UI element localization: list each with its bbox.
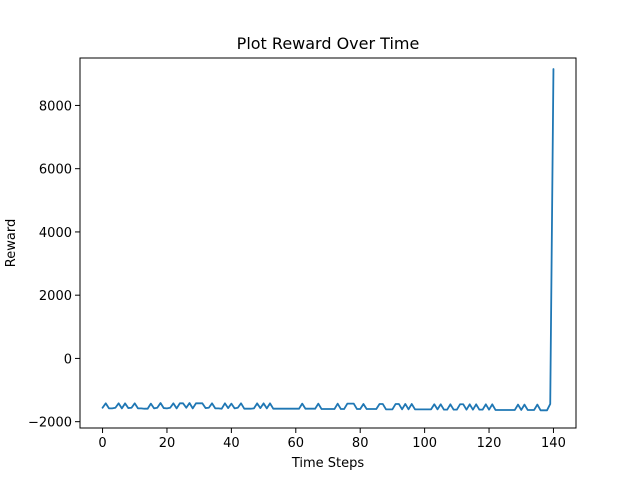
x-tick-label: 20 [159, 436, 176, 451]
y-tick-label: 4000 [39, 226, 72, 241]
x-axis: 0 20 40 60 80 100 120 140 [98, 428, 566, 451]
series-layer [101, 68, 555, 412]
x-tick-label: 80 [352, 436, 369, 451]
x-tick-label: 100 [412, 436, 437, 451]
y-axis-label: Reward [4, 219, 19, 267]
y-tick-label: 8000 [39, 99, 72, 114]
y-tick-label: 0 [64, 352, 72, 367]
x-tick-label: 120 [477, 436, 502, 451]
series-line-0 [101, 68, 555, 412]
x-axis-label: Time Steps [291, 456, 365, 471]
chart-title: Plot Reward Over Time [237, 34, 420, 53]
x-tick-label: 40 [223, 436, 240, 451]
x-tick-label: 60 [288, 436, 305, 451]
y-tick-label: −2000 [28, 416, 72, 431]
x-tick-label: 0 [98, 436, 106, 451]
axes-frame [79, 57, 577, 429]
y-tick-label: 6000 [39, 163, 72, 178]
x-tick-label: 140 [541, 436, 566, 451]
plot-area [80, 58, 576, 428]
y-axis: −2000 0 2000 4000 6000 8000 [28, 99, 80, 431]
y-tick-label: 2000 [39, 289, 72, 304]
